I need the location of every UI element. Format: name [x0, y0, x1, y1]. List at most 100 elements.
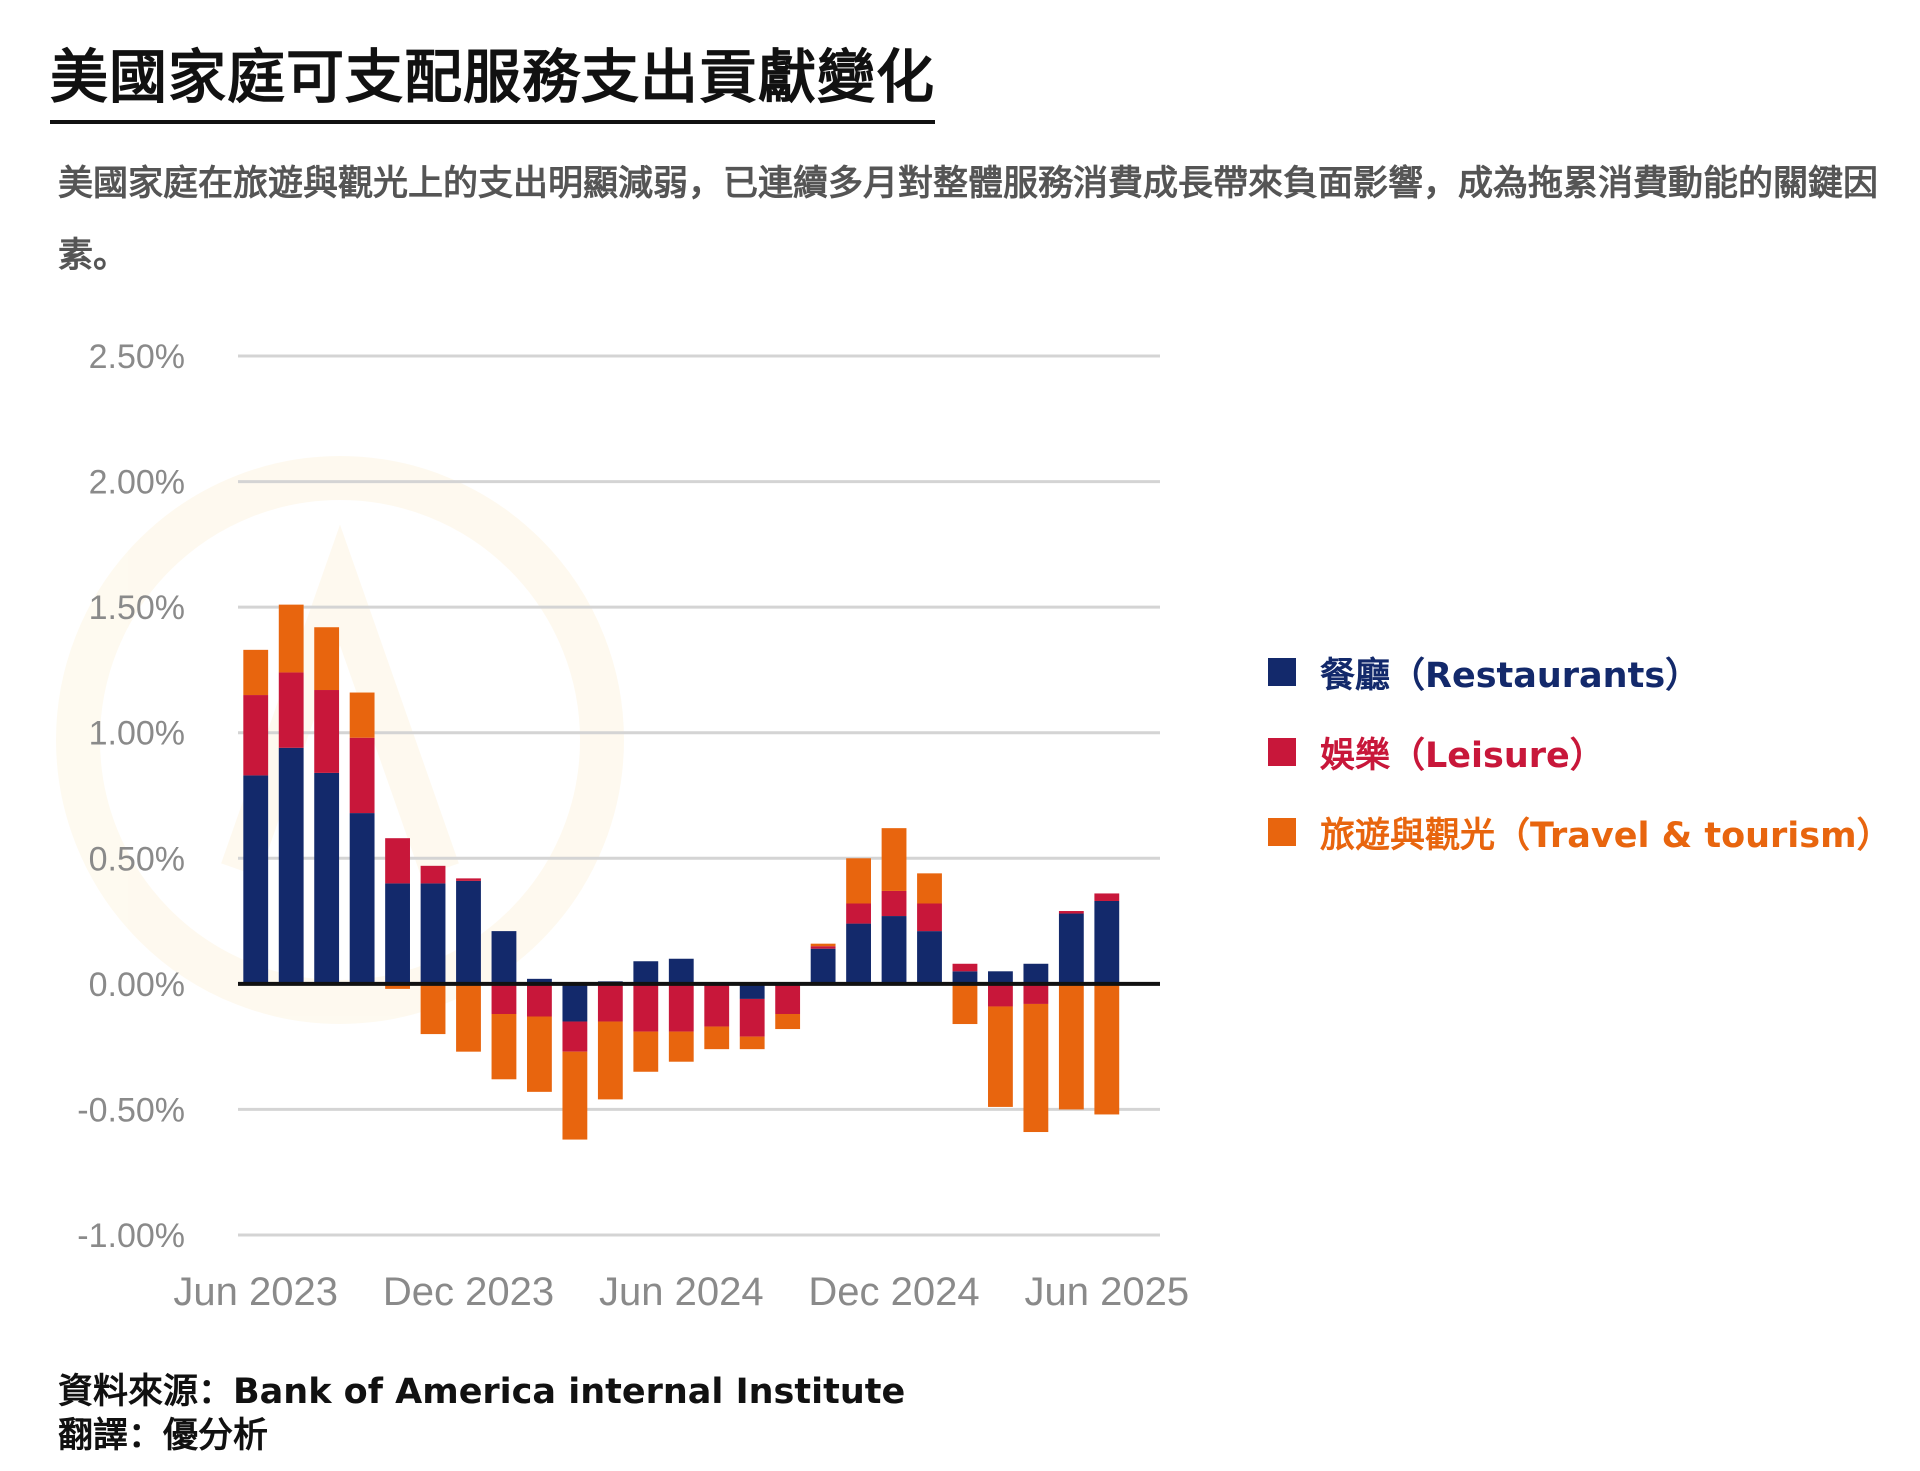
- bar-segment-travel: [668, 1031, 694, 1062]
- chart-title: 美國家庭可支配服務支出貢獻變化: [50, 30, 936, 124]
- bar-segment-restaurants: [491, 931, 517, 984]
- bar-segment-restaurants: [1058, 913, 1084, 984]
- bar-segment-leisure: [1094, 893, 1120, 901]
- bar-segment-travel: [704, 1026, 730, 1050]
- y-tick-label: 2.50%: [89, 338, 185, 376]
- bar-segment-travel: [1058, 983, 1084, 1110]
- y-axis: 2.50% 2.00% 1.50% 1.00% 0.50% 0.00% -0.50% -1.0…: [77, 338, 185, 1255]
- y-tick-label: -1.00%: [77, 1217, 185, 1255]
- bar-segment-leisure: [314, 690, 340, 773]
- bar-segment-leisure: [527, 983, 552, 1017]
- bar-segment-leisure: [243, 695, 269, 776]
- bar-segment-leisure: [1058, 911, 1084, 914]
- x-tick-label: Dec 2024: [808, 1270, 979, 1314]
- chart-subtitle: 美國家庭在旅遊與觀光上的支出明顯減弱，已連續多月對整體服務消費成長帶來負面影響，…: [58, 164, 1879, 276]
- bar-segment-restaurants: [243, 775, 269, 984]
- bar-segment-travel: [846, 858, 871, 904]
- bar-segment-restaurants: [739, 983, 765, 999]
- bar-segment-restaurants: [810, 948, 836, 984]
- bar-segment-leisure: [491, 983, 517, 1014]
- stacked-bar-chart: 2.50% 2.00% 1.50% 1.00% 0.50% 0.00% -0.50% -1.0…: [56, 338, 1189, 1314]
- bar-segment-leisure: [597, 983, 623, 1022]
- bar-segment-restaurants: [1023, 963, 1049, 984]
- bar-segment-leisure: [952, 963, 978, 972]
- bar-segment-leisure: [420, 865, 446, 884]
- bar-segment-restaurants: [349, 813, 375, 984]
- bar-segment-restaurants: [846, 923, 871, 984]
- bar-segment-restaurants: [952, 971, 978, 984]
- bar-segment-leisure: [633, 983, 659, 1032]
- x-tick-label: Jun 2024: [599, 1270, 764, 1314]
- bar-segment-leisure: [739, 998, 765, 1037]
- bar-segment-travel: [420, 983, 446, 1035]
- x-tick-label: Jun 2023: [173, 1270, 338, 1314]
- bar-segment-travel: [314, 627, 340, 691]
- bar-segment-restaurants: [420, 883, 446, 984]
- bar-segment-leisure: [668, 983, 694, 1032]
- bar-segment-leisure: [810, 946, 836, 949]
- bar-segment-restaurants: [456, 880, 481, 984]
- bar-segment-travel: [775, 1013, 801, 1030]
- bar-segment-leisure: [846, 903, 871, 924]
- bar-segment-leisure: [349, 737, 375, 814]
- bar-segment-travel: [527, 1016, 552, 1092]
- bar-segment-leisure: [988, 983, 1013, 1007]
- bar-segment-restaurants: [668, 958, 694, 984]
- legend-swatch-leisure: [1268, 738, 1296, 766]
- y-tick-label: -0.50%: [77, 1091, 185, 1129]
- bar-segment-travel: [1023, 1003, 1049, 1133]
- bar-segment-restaurants: [385, 883, 410, 984]
- bar-segment-travel: [456, 983, 481, 1052]
- source-line: 資料來源：Bank of America internal Institute: [58, 1372, 906, 1412]
- bar-segment-restaurants: [527, 978, 552, 984]
- bar-segment-leisure: [881, 890, 907, 917]
- bar-layer: [243, 604, 1120, 1140]
- bar-segment-leisure: [278, 672, 304, 748]
- bar-segment-travel: [349, 692, 375, 738]
- bar-segment-travel: [278, 604, 304, 673]
- legend-label-travel: 旅遊與觀光（Travel & tourism）: [1320, 815, 1892, 856]
- x-tick-label: Dec 2023: [383, 1270, 554, 1314]
- bar-segment-leisure: [1023, 983, 1049, 1004]
- bar-segment-travel: [562, 1051, 588, 1140]
- bar-segment-travel: [385, 983, 410, 989]
- bar-segment-restaurants: [881, 916, 907, 984]
- x-axis: Jun 2023 Dec 2023 Jun 2024 Dec 2024 Jun 2025: [173, 1270, 1189, 1314]
- bar-segment-travel: [917, 873, 942, 904]
- bar-segment-leisure: [385, 838, 410, 884]
- y-tick-label: 0.50%: [89, 840, 185, 878]
- bar-segment-restaurants: [988, 971, 1013, 984]
- bar-segment-leisure: [456, 878, 481, 881]
- legend-item-leisure: 娛樂（Leisure）: [1268, 712, 1892, 792]
- bar-segment-travel: [952, 983, 978, 1025]
- legend-swatch-restaurants: [1268, 658, 1296, 686]
- bar-segment-restaurants: [562, 983, 588, 1022]
- bar-segment-leisure: [562, 1021, 588, 1052]
- bar-segment-travel: [881, 828, 907, 891]
- bar-segment-travel: [243, 649, 269, 696]
- bar-segment-travel: [739, 1036, 765, 1050]
- y-tick-label: 1.00%: [89, 715, 185, 753]
- bar-segment-travel: [633, 1031, 659, 1072]
- legend-swatch-travel: [1268, 818, 1296, 846]
- chart-legend: 餐廳（Restaurants） 娛樂（Leisure） 旅遊與觀光（Travel…: [1268, 632, 1892, 872]
- source-note: 資料來源：Bank of America internal Institute …: [58, 1370, 905, 1458]
- watermark-logo: [56, 456, 624, 1024]
- bar-segment-restaurants: [314, 772, 340, 984]
- legend-label-restaurants: 餐廳（Restaurants）: [1320, 655, 1701, 696]
- y-tick-label: 2.00%: [89, 464, 185, 502]
- bar-segment-travel: [810, 943, 836, 947]
- bar-segment-restaurants: [278, 747, 304, 984]
- bar-segment-travel: [1094, 983, 1120, 1115]
- legend-item-restaurants: 餐廳（Restaurants）: [1268, 632, 1892, 712]
- bar-segment-travel: [491, 1013, 517, 1080]
- bar-segment-restaurants: [633, 961, 659, 984]
- bar-segment-restaurants: [917, 931, 942, 984]
- bar-segment-leisure: [917, 903, 942, 932]
- bar-segment-leisure: [775, 983, 801, 1014]
- bar-segment-restaurants: [1094, 900, 1120, 984]
- legend-item-travel: 旅遊與觀光（Travel & tourism）: [1268, 792, 1892, 872]
- y-tick-label: 0.00%: [89, 966, 185, 1004]
- y-tick-label: 1.50%: [89, 589, 185, 627]
- legend-label-leisure: 娛樂（Leisure）: [1320, 735, 1605, 776]
